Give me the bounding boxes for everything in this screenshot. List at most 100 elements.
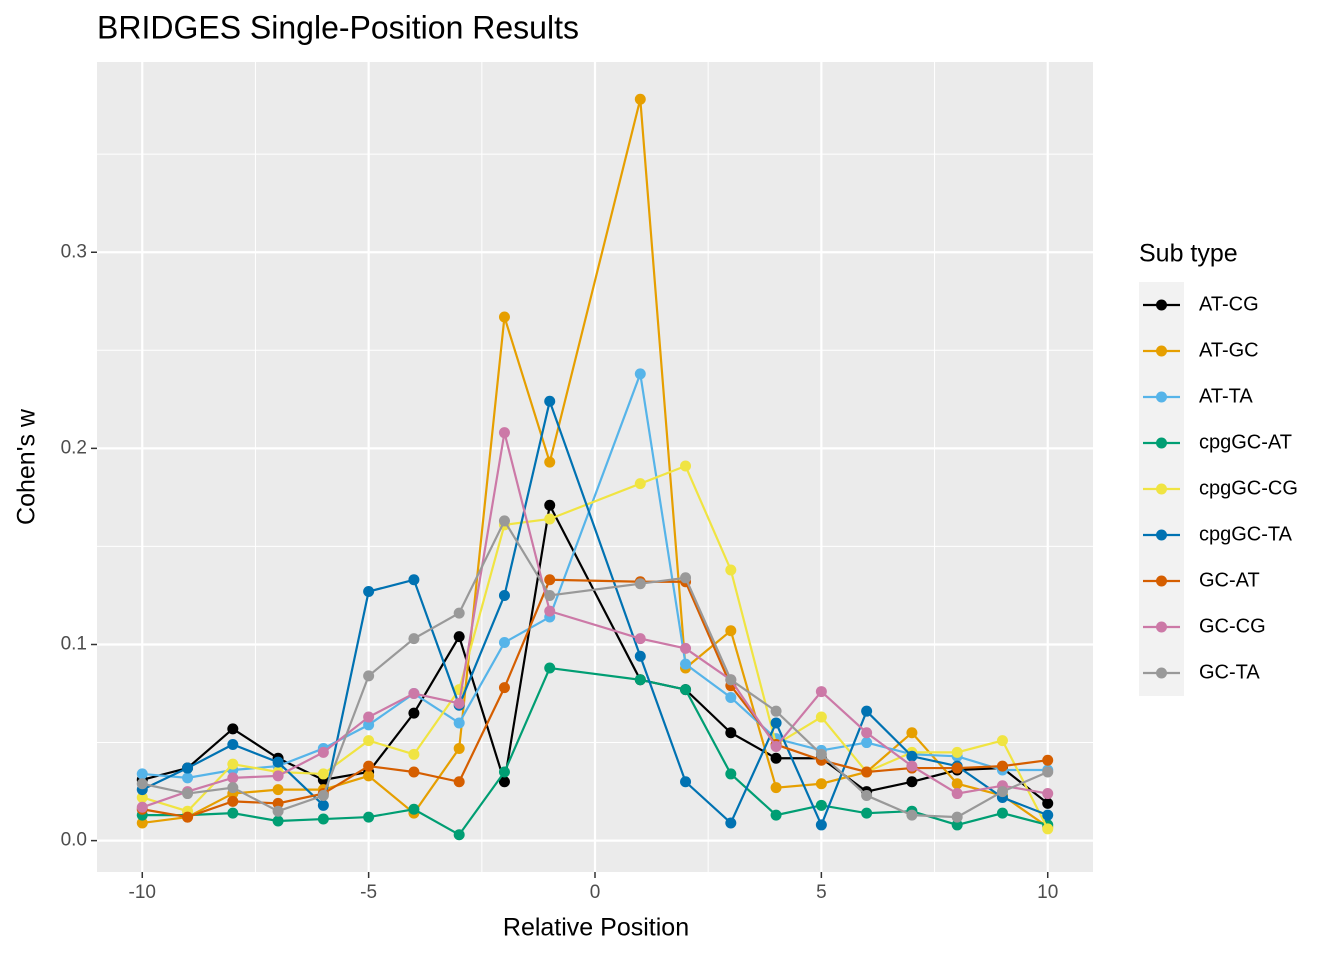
point	[951, 811, 963, 823]
point	[453, 607, 465, 619]
legend-label: AT-GC	[1199, 339, 1259, 361]
point	[770, 782, 782, 794]
point	[363, 760, 375, 772]
point	[272, 784, 284, 796]
point	[1042, 809, 1054, 821]
point	[453, 776, 465, 788]
point	[680, 658, 692, 670]
legend-label: AT-TA	[1199, 385, 1253, 407]
point	[815, 778, 827, 790]
point	[363, 770, 375, 782]
point	[951, 762, 963, 774]
point	[227, 772, 239, 784]
point	[317, 813, 329, 825]
x-tick-label: -5	[360, 882, 377, 903]
point	[363, 719, 375, 731]
point	[498, 776, 510, 788]
point	[996, 760, 1008, 772]
legend-point	[1156, 575, 1167, 587]
y-axis-label: Cohen's w	[13, 408, 41, 525]
point	[1042, 788, 1054, 800]
point	[634, 674, 646, 686]
point	[227, 739, 239, 751]
point	[951, 788, 963, 800]
series-line	[142, 578, 1048, 819]
legend-point	[1156, 483, 1167, 495]
point	[544, 589, 556, 601]
point	[680, 642, 692, 654]
point	[725, 691, 737, 703]
marks	[136, 93, 1054, 841]
point	[996, 786, 1008, 798]
y-tick-label: 0.1	[61, 634, 87, 655]
point	[136, 801, 148, 813]
point	[861, 705, 873, 717]
point	[272, 815, 284, 827]
point	[951, 746, 963, 758]
point	[136, 768, 148, 780]
point	[317, 746, 329, 758]
point	[227, 795, 239, 807]
point	[815, 686, 827, 698]
point	[861, 790, 873, 802]
point	[996, 807, 1008, 819]
point	[634, 633, 646, 645]
point	[363, 711, 375, 723]
point	[317, 790, 329, 802]
y-tick-label: 0.2	[61, 437, 87, 458]
point	[725, 817, 737, 829]
legend-title: Sub type	[1139, 240, 1238, 268]
point	[136, 791, 148, 803]
point	[680, 460, 692, 472]
point	[680, 572, 692, 584]
point	[453, 717, 465, 729]
point	[317, 768, 329, 780]
point	[498, 515, 510, 527]
point	[1042, 823, 1054, 835]
point	[544, 499, 556, 511]
point	[634, 478, 646, 490]
point	[363, 735, 375, 747]
point	[815, 819, 827, 831]
point	[498, 311, 510, 323]
point	[725, 625, 737, 637]
legend-label: cpgGC-TA	[1199, 523, 1293, 545]
point	[634, 578, 646, 590]
point	[227, 723, 239, 735]
point	[996, 735, 1008, 747]
point	[770, 752, 782, 764]
point	[906, 809, 918, 821]
series-line	[141, 397, 1049, 828]
point	[227, 782, 239, 794]
point	[408, 748, 420, 760]
point	[544, 662, 556, 674]
point	[770, 705, 782, 717]
legend-point	[1156, 667, 1167, 679]
point	[498, 766, 510, 778]
legend-label: GC-AT	[1199, 569, 1260, 591]
point	[272, 756, 284, 768]
point	[861, 727, 873, 739]
axes: -10 -5 0 5 10 0.0 0.1 0.2 0.3	[61, 241, 1059, 903]
point	[453, 742, 465, 754]
point	[680, 684, 692, 696]
point	[136, 817, 148, 829]
point	[453, 631, 465, 643]
point	[770, 740, 782, 752]
point	[634, 93, 646, 105]
x-tick-label: 10	[1037, 882, 1058, 903]
point	[906, 760, 918, 772]
point	[770, 809, 782, 821]
point	[634, 368, 646, 380]
legend-point	[1156, 345, 1167, 357]
point	[408, 766, 420, 778]
point	[182, 772, 194, 784]
series-line	[142, 98, 1049, 828]
point	[906, 727, 918, 739]
point	[136, 778, 148, 790]
point	[815, 799, 827, 811]
legend-point	[1156, 529, 1167, 541]
point	[498, 589, 510, 601]
point	[1042, 766, 1054, 778]
